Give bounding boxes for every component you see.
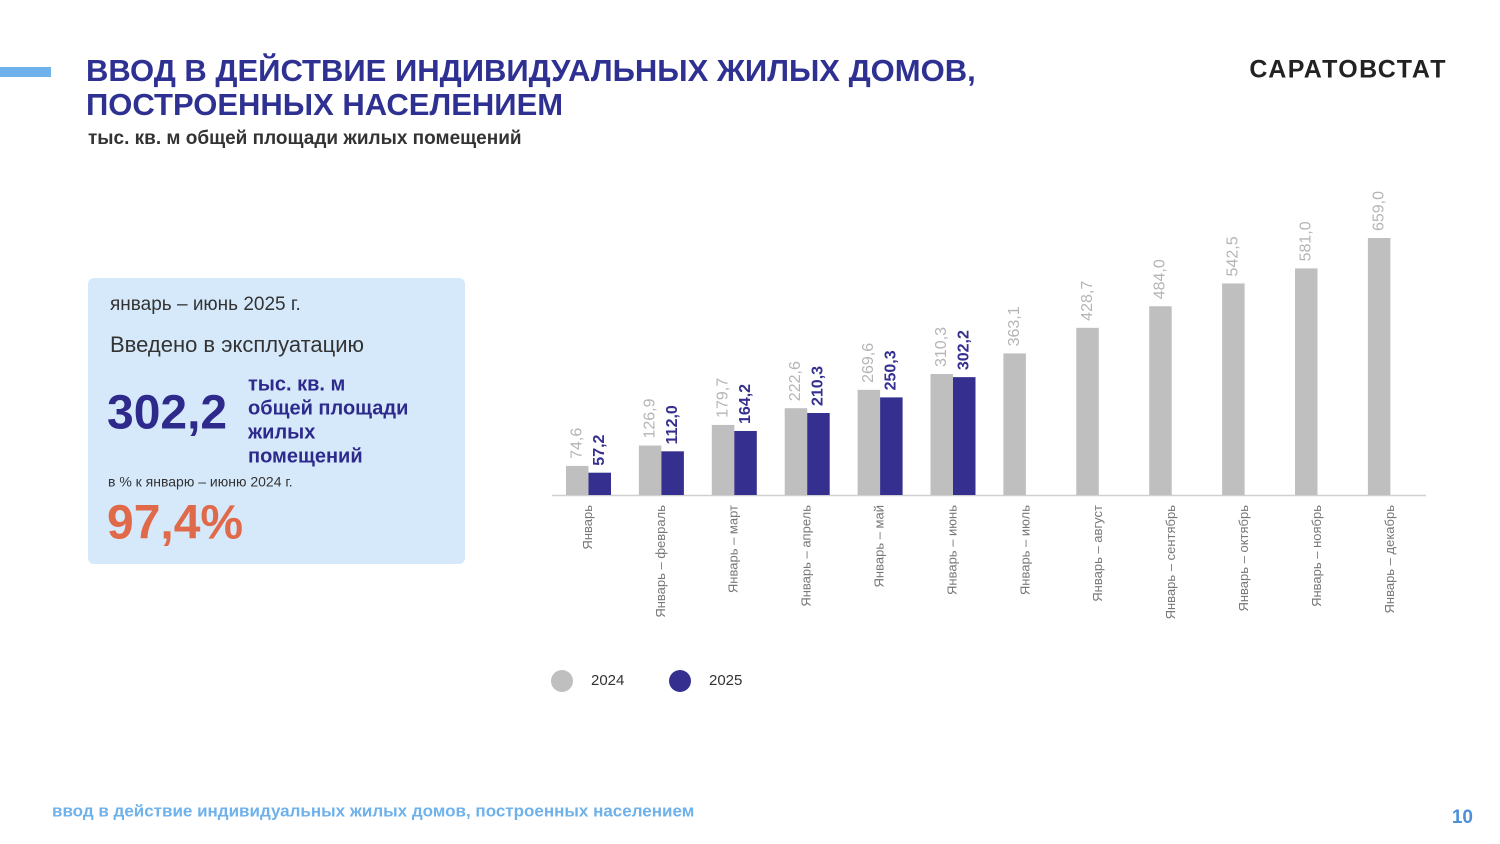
- x-tick-label: Январь – апрель: [799, 505, 814, 607]
- bar: [1003, 353, 1026, 495]
- bar: [784, 408, 808, 495]
- value-label: 581,0: [1297, 221, 1314, 261]
- bar: [1295, 268, 1318, 495]
- page-number: 10: [1452, 807, 1473, 828]
- value-label: 179,7: [714, 378, 731, 418]
- info-unit: тыс. кв. м: [248, 373, 345, 395]
- bar: [734, 430, 757, 495]
- x-tick-label: Январь – февраль: [653, 505, 668, 618]
- value-label: 302,2: [955, 330, 972, 370]
- value-label: 126,9: [641, 398, 658, 438]
- x-tick-label: Январь – июль: [1017, 505, 1032, 595]
- bar: [1076, 327, 1099, 495]
- value-label: 74,6: [568, 428, 585, 459]
- x-tick-label: Январь – декабрь: [1382, 505, 1397, 614]
- info-unit: общей площади: [248, 397, 408, 419]
- legend-swatch: [551, 670, 573, 692]
- subtitle: тыс. кв. м общей площади жилых помещений: [88, 128, 522, 149]
- bar: [588, 472, 611, 495]
- legend-swatch: [669, 670, 691, 692]
- title-line: ВВОД В ДЕЙСТВИЕ ИНДИВИДУАЛЬНЫХ ЖИЛЫХ ДОМ…: [86, 52, 976, 88]
- value-label: 164,2: [737, 384, 754, 424]
- value-label: 310,3: [933, 327, 950, 367]
- bar: [1222, 283, 1245, 495]
- value-label: 210,3: [810, 366, 827, 406]
- bar: [661, 451, 684, 495]
- info-comparison-label: в % к январю – июню 2024 г.: [108, 474, 293, 490]
- bar: [953, 377, 976, 495]
- info-value: 302,2: [107, 387, 227, 440]
- value-label: 250,3: [883, 350, 900, 390]
- footer-text: ввод в действие индивидуальных жилых дом…: [52, 801, 694, 820]
- bar: [880, 397, 903, 495]
- value-label: 363,1: [1006, 306, 1023, 346]
- value-label: 659,0: [1370, 191, 1387, 231]
- value-label: 112,0: [664, 405, 681, 444]
- title-line: ПОСТРОЕННЫХ НАСЕЛЕНИЕМ: [86, 87, 563, 122]
- value-label: 542,5: [1225, 236, 1242, 276]
- bar: [711, 424, 735, 495]
- value-label: 428,7: [1079, 281, 1096, 321]
- value-label: 57,2: [591, 434, 608, 465]
- info-period: январь – июнь 2025 г.: [110, 294, 301, 315]
- logo: САРАТОВСТАТ: [1249, 56, 1447, 84]
- x-tick-label: Январь – август: [1090, 505, 1105, 602]
- bar: [930, 373, 953, 495]
- info-label: Введено в эксплуатацию: [110, 332, 364, 357]
- value-label: 484,0: [1152, 259, 1169, 299]
- x-tick-label: Январь – ноябрь: [1309, 505, 1324, 607]
- bar: [1149, 306, 1172, 495]
- bar: [1367, 238, 1391, 495]
- x-tick-label: Январь – июнь: [944, 505, 959, 595]
- info-unit: жилых: [247, 421, 315, 443]
- bar: [857, 389, 881, 495]
- x-tick-label: Январь: [580, 505, 595, 550]
- x-tick-label: Январь – март: [726, 505, 741, 593]
- bar: [807, 412, 830, 495]
- info-unit: помещений: [248, 445, 363, 467]
- legend-label: 2024: [591, 672, 624, 689]
- bar: [638, 445, 662, 495]
- info-percent: 97,4%: [107, 497, 243, 550]
- x-tick-label: Январь – май: [872, 505, 887, 587]
- value-label: 269,6: [860, 343, 877, 383]
- info-box: [88, 278, 465, 564]
- legend-label: 2025: [709, 672, 742, 689]
- value-label: 222,6: [787, 361, 804, 401]
- x-tick-label: Январь – октябрь: [1236, 505, 1251, 612]
- x-tick-label: Январь – сентябрь: [1163, 505, 1178, 620]
- bar: [566, 465, 589, 495]
- accent-bar: [0, 67, 51, 77]
